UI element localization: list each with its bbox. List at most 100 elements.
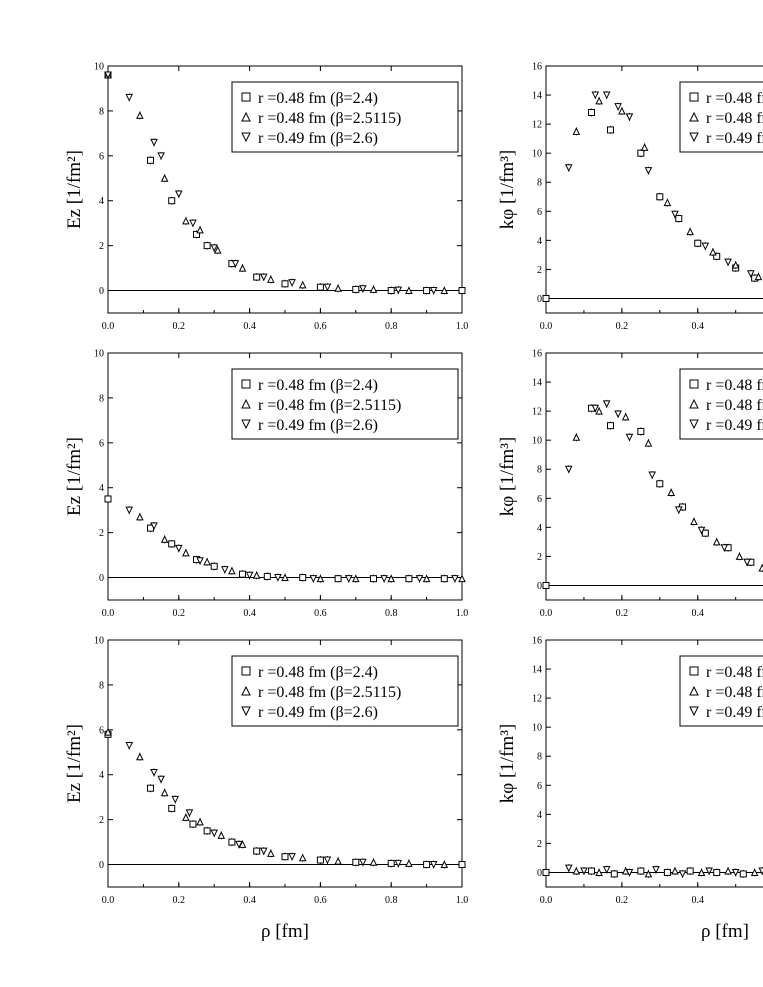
legend-label: r =0.49 fm (β=2.6) <box>706 417 763 434</box>
data-point-triangle-up <box>405 859 413 867</box>
y-tick-label: 4 <box>99 196 104 207</box>
data-point-triangle-up <box>644 438 653 447</box>
legend-label: r =0.48 fm (β=2.5115) <box>706 397 763 414</box>
legend-marker-triangle-down <box>241 706 251 717</box>
legend-marker-triangle-up <box>241 685 251 696</box>
chart-panel-kphi-bot: 0.00.20.40.60246810121416kφ [1/fm³]r =0.… <box>497 636 763 906</box>
data-point-triangle-up <box>316 574 325 583</box>
legend-marker-triangle-down <box>241 419 251 430</box>
data-point-triangle-down <box>288 279 296 287</box>
x-tick-label: 0.0 <box>102 321 115 332</box>
data-point-triangle-down <box>344 575 353 583</box>
legend-label: r =0.48 fm (β=2.5115) <box>706 684 763 701</box>
legend: r =0.48 fm (β=2.4) r =0.48 fm (β=2.5115) r… <box>679 655 763 727</box>
data-point-triangle-up <box>160 174 169 182</box>
legend: r =0.48 fm (β=2.4) r =0.48 fm (β=2.5115) r… <box>679 81 763 153</box>
data-point-triangle-up <box>758 563 763 572</box>
data-point-triangle-up <box>238 263 247 272</box>
x-axis-title-left: ρ [fm] <box>261 921 309 942</box>
data-point-square <box>210 562 218 570</box>
data-point-square <box>610 870 618 878</box>
data-point-triangle-up <box>754 272 763 281</box>
data-point-square <box>588 867 596 875</box>
data-point-triangle-up <box>640 143 649 151</box>
data-point-square <box>203 827 211 835</box>
legend-marker-triangle-down <box>241 132 251 143</box>
data-point-square <box>104 495 112 503</box>
data-point-triangle-up <box>182 813 190 821</box>
x-tick-label: 0.8 <box>385 321 398 332</box>
y-tick-label: 2 <box>537 265 542 276</box>
y-tick-label: 10 <box>532 149 542 160</box>
data-point-triangle-up <box>735 552 744 560</box>
legend-label: r =0.48 fm (β=2.4) <box>706 90 763 107</box>
x-tick-label: 0.2 <box>173 321 186 332</box>
data-point-triangle-down <box>591 91 600 100</box>
data-point-square <box>352 285 360 293</box>
data-point-square <box>637 867 645 875</box>
plot-frame <box>545 352 763 601</box>
y-tick-label: 0 <box>537 294 542 305</box>
legend-marker-square <box>241 666 251 676</box>
y-tick-label: 14 <box>532 91 542 102</box>
data-point-square <box>606 422 614 430</box>
data-point-square <box>281 853 289 861</box>
data-point-triangle-down <box>625 113 634 121</box>
data-point-square <box>542 581 550 589</box>
x-tick-label: 0.0 <box>540 608 553 619</box>
data-point-square <box>423 287 431 295</box>
data-point-triangle-down <box>150 768 158 777</box>
data-point-square <box>713 252 721 260</box>
y-axis-title: kφ [1/fm³] <box>497 724 518 803</box>
data-point-triangle-up <box>572 866 581 875</box>
data-point-square <box>263 572 271 580</box>
data-point-square <box>168 540 176 548</box>
x-tick-label: 0.6 <box>314 608 327 619</box>
data-point-triangle-down <box>701 242 710 251</box>
data-point-triangle-down <box>652 866 660 874</box>
y-tick-label: 2 <box>537 839 542 850</box>
legend-box <box>231 655 459 727</box>
data-point-triangle-down <box>564 164 573 172</box>
data-point-triangle-up <box>387 574 396 583</box>
x-tick-label: 0.2 <box>616 321 629 332</box>
y-tick-label: 14 <box>532 378 542 389</box>
data-point-triangle-up <box>196 817 204 826</box>
y-tick-label: 0 <box>99 860 104 871</box>
x-tick-label: 0.4 <box>691 321 704 332</box>
data-point-triangle-down <box>724 258 732 267</box>
data-point-square <box>686 867 694 875</box>
y-tick-label: 4 <box>537 236 542 247</box>
data-point-triangle-down <box>259 273 268 282</box>
data-point-square <box>253 847 261 855</box>
data-point-triangle-down <box>157 775 165 784</box>
legend-marker-triangle-up <box>689 685 699 696</box>
data-point-triangle-down <box>235 840 243 849</box>
data-point-triangle-down <box>323 283 332 292</box>
data-point-triangle-up <box>709 247 717 256</box>
data-point-triangle-down <box>150 522 158 531</box>
data-point-triangle-up <box>104 727 112 736</box>
data-point-square <box>203 242 211 250</box>
legend-marker-triangle-down <box>689 706 699 717</box>
data-point-triangle-down <box>150 138 158 147</box>
data-point-triangle-up <box>731 260 740 269</box>
y-tick-label: 16 <box>532 62 542 73</box>
legend-marker-triangle-up <box>689 111 699 122</box>
data-point-triangle-down <box>429 287 438 295</box>
y-tick-label: 4 <box>537 523 542 534</box>
data-point-triangle-down <box>591 404 600 413</box>
y-tick-label: 6 <box>537 781 542 792</box>
data-point-square <box>316 856 324 864</box>
y-tick-label: 6 <box>99 725 104 736</box>
x-tick-label: 0.2 <box>173 608 186 619</box>
x-tick-label: 0.2 <box>616 895 629 906</box>
legend-marker-square <box>689 666 699 676</box>
data-point-square <box>387 859 395 867</box>
y-tick-label: 4 <box>99 483 104 494</box>
y-tick-label: 12 <box>532 407 542 418</box>
y-tick-label: 10 <box>532 723 542 734</box>
x-tick-label: 0.2 <box>616 608 629 619</box>
data-point-triangle-down <box>648 471 657 480</box>
chart-panel-ez-bot: 0.0 0.2 0.4 0.6 0.8 1.0 0 2 4 6 8 10 Ez [1/fm²] r =0.… <box>64 636 468 907</box>
